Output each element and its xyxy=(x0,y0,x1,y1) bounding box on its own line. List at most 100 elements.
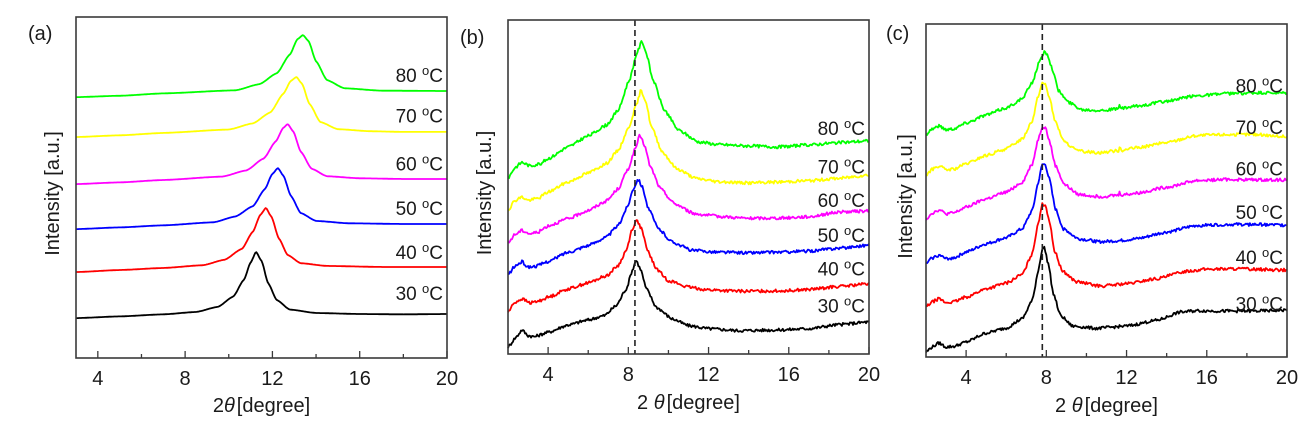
series-line-70c xyxy=(507,89,870,212)
series-label-value: 70 xyxy=(1236,118,1262,139)
series-label: 70 oC xyxy=(1236,115,1283,139)
series-label: 60 oC xyxy=(818,188,865,212)
x-axis-label: 2θ [degree] xyxy=(213,395,310,417)
degree-symbol: o xyxy=(422,63,429,78)
series-label-value: 30 xyxy=(1236,294,1262,315)
series-label-value: 40 xyxy=(396,243,422,264)
x-axis-label-suffix: [degree] xyxy=(237,395,310,417)
degree-symbol: o xyxy=(422,281,429,296)
series-line-50c xyxy=(925,163,1288,265)
x-axis-label: 2 θ [degree] xyxy=(637,392,740,414)
series-label-value: 80 xyxy=(396,66,422,87)
celsius-unit: C xyxy=(429,154,443,175)
series-label-value: 80 xyxy=(818,119,844,140)
degree-symbol: o xyxy=(844,257,851,272)
degree-symbol: o xyxy=(1262,157,1269,172)
series-label-value: 40 xyxy=(818,260,844,281)
x-axis-label-suffix: [degree] xyxy=(667,392,740,414)
x-axis-label-theta: θ xyxy=(224,395,235,417)
series-label: 50 oC xyxy=(1236,200,1283,224)
series-label: 60 oC xyxy=(396,151,443,175)
x-tick-label: 4 xyxy=(543,364,554,386)
celsius-unit: C xyxy=(851,296,865,317)
celsius-unit: C xyxy=(1269,203,1283,224)
degree-symbol: o xyxy=(422,196,429,211)
series-label: 40 oC xyxy=(396,240,443,264)
series-label: 30 oC xyxy=(396,281,443,305)
series-label-value: 60 xyxy=(818,191,844,212)
celsius-unit: C xyxy=(851,191,865,212)
y-axis-label: Intensity [a.u.] xyxy=(42,131,64,256)
series-line-60c xyxy=(76,123,447,185)
celsius-unit: C xyxy=(1269,76,1283,97)
series-label-value: 60 xyxy=(1236,160,1262,181)
celsius-unit: C xyxy=(851,119,865,140)
degree-symbol: o xyxy=(422,104,429,119)
x-axis-label-prefix: 2 xyxy=(637,392,654,414)
curves xyxy=(507,40,870,349)
x-axis-label-suffix: [degree] xyxy=(1085,395,1158,417)
celsius-unit: C xyxy=(851,226,865,247)
series-line-40c xyxy=(75,207,447,273)
x-tick-label: 20 xyxy=(436,368,458,390)
degree-symbol: o xyxy=(1262,291,1269,306)
x-ticks: 4 8 12 16 20 xyxy=(961,350,1298,389)
x-tick-label: 16 xyxy=(778,364,800,386)
series-label-value: 80 xyxy=(1236,76,1262,97)
celsius-unit: C xyxy=(429,66,443,87)
x-ticks: 4 8 12 16 20 xyxy=(543,347,880,386)
series-line-30c xyxy=(76,251,447,319)
panel-label: (b) xyxy=(460,27,484,49)
degree-symbol: o xyxy=(844,293,851,308)
celsius-unit: C xyxy=(851,158,865,179)
series-label: 50 oC xyxy=(396,196,443,220)
series-label-value: 50 xyxy=(818,226,844,247)
x-axis-label-prefix: 2 xyxy=(1055,395,1072,417)
curves xyxy=(925,50,1288,353)
series-line-80c xyxy=(507,40,869,180)
x-tick-label: 4 xyxy=(92,368,103,390)
series-line-80c xyxy=(925,50,1288,136)
series-label-value: 30 xyxy=(818,296,844,317)
x-tick-label: 4 xyxy=(961,367,972,389)
degree-symbol: o xyxy=(844,116,851,131)
series-line-40c xyxy=(925,202,1288,308)
x-tick-label: 20 xyxy=(1276,367,1298,389)
series-label: 80 oC xyxy=(818,116,865,140)
series-label-value: 40 xyxy=(1236,248,1262,269)
x-axis-label-theta: θ xyxy=(1072,395,1083,417)
series-line-50c xyxy=(76,167,447,230)
x-axis-label: 2 θ [degree] xyxy=(1055,395,1158,417)
x-tick-label: 12 xyxy=(261,368,283,390)
degree-symbol: o xyxy=(422,151,429,166)
series-line-30c xyxy=(507,260,870,349)
celsius-unit: C xyxy=(429,243,443,264)
celsius-unit: C xyxy=(429,107,443,128)
celsius-unit: C xyxy=(429,284,443,305)
series-label: 80 oC xyxy=(1236,73,1283,97)
degree-symbol: o xyxy=(1262,245,1269,260)
x-tick-label: 12 xyxy=(1115,367,1137,389)
x-tick-label: 16 xyxy=(349,368,371,390)
series-label: 40 oC xyxy=(818,257,865,281)
series-label-value: 70 xyxy=(396,107,422,128)
series-line-80c xyxy=(76,34,447,98)
series-label-value: 60 xyxy=(396,154,422,175)
degree-symbol: o xyxy=(844,155,851,170)
series-label-value: 50 xyxy=(396,199,422,220)
celsius-unit: C xyxy=(1269,118,1283,139)
celsius-unit: C xyxy=(1269,160,1283,181)
series-label: 60 oC xyxy=(1236,157,1283,181)
series-label-value: 50 xyxy=(1236,203,1262,224)
celsius-unit: C xyxy=(429,199,443,220)
series-label-value: 30 xyxy=(396,284,422,305)
degree-symbol: o xyxy=(1262,73,1269,88)
curves xyxy=(75,34,447,319)
